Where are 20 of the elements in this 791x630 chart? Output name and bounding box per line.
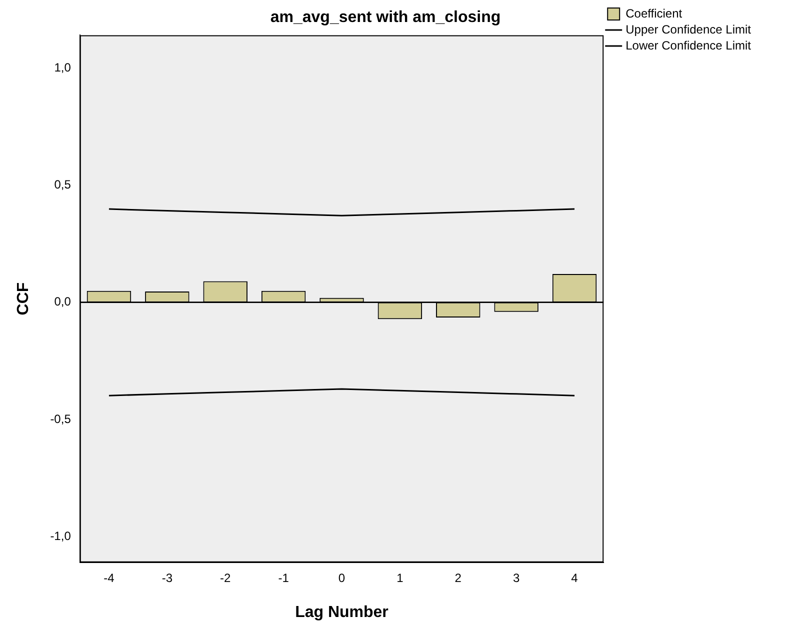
y-tick-label: 1,0 bbox=[54, 60, 72, 74]
y-tick-label: -0,5 bbox=[50, 412, 72, 426]
legend-label: Upper Confidence Limit bbox=[626, 22, 752, 36]
x-tick-label: -1 bbox=[278, 570, 290, 585]
x-axis-title: Lag Number bbox=[295, 604, 388, 621]
x-tick-label: -3 bbox=[162, 570, 173, 585]
y-tick-label: 0,0 bbox=[54, 294, 72, 309]
x-tick-label: -2 bbox=[220, 570, 232, 585]
legend-label: Lower Confidence Limit bbox=[626, 38, 752, 52]
chart-title: am_avg_sent with am_closing bbox=[270, 9, 501, 26]
x-tick-label: 3 bbox=[512, 570, 520, 585]
x-tick-label: 1 bbox=[396, 570, 404, 585]
x-tick-label: 0 bbox=[338, 570, 346, 585]
x-tick-label: -4 bbox=[104, 570, 115, 585]
y-tick-label: 0,5 bbox=[54, 177, 72, 192]
legend-label: Coefficient bbox=[626, 6, 683, 20]
y-tick-label: -1,0 bbox=[50, 528, 72, 543]
y-axis-title: CCF bbox=[15, 282, 32, 316]
x-tick-label: 4 bbox=[571, 570, 578, 585]
x-tick-label: 2 bbox=[454, 570, 462, 585]
